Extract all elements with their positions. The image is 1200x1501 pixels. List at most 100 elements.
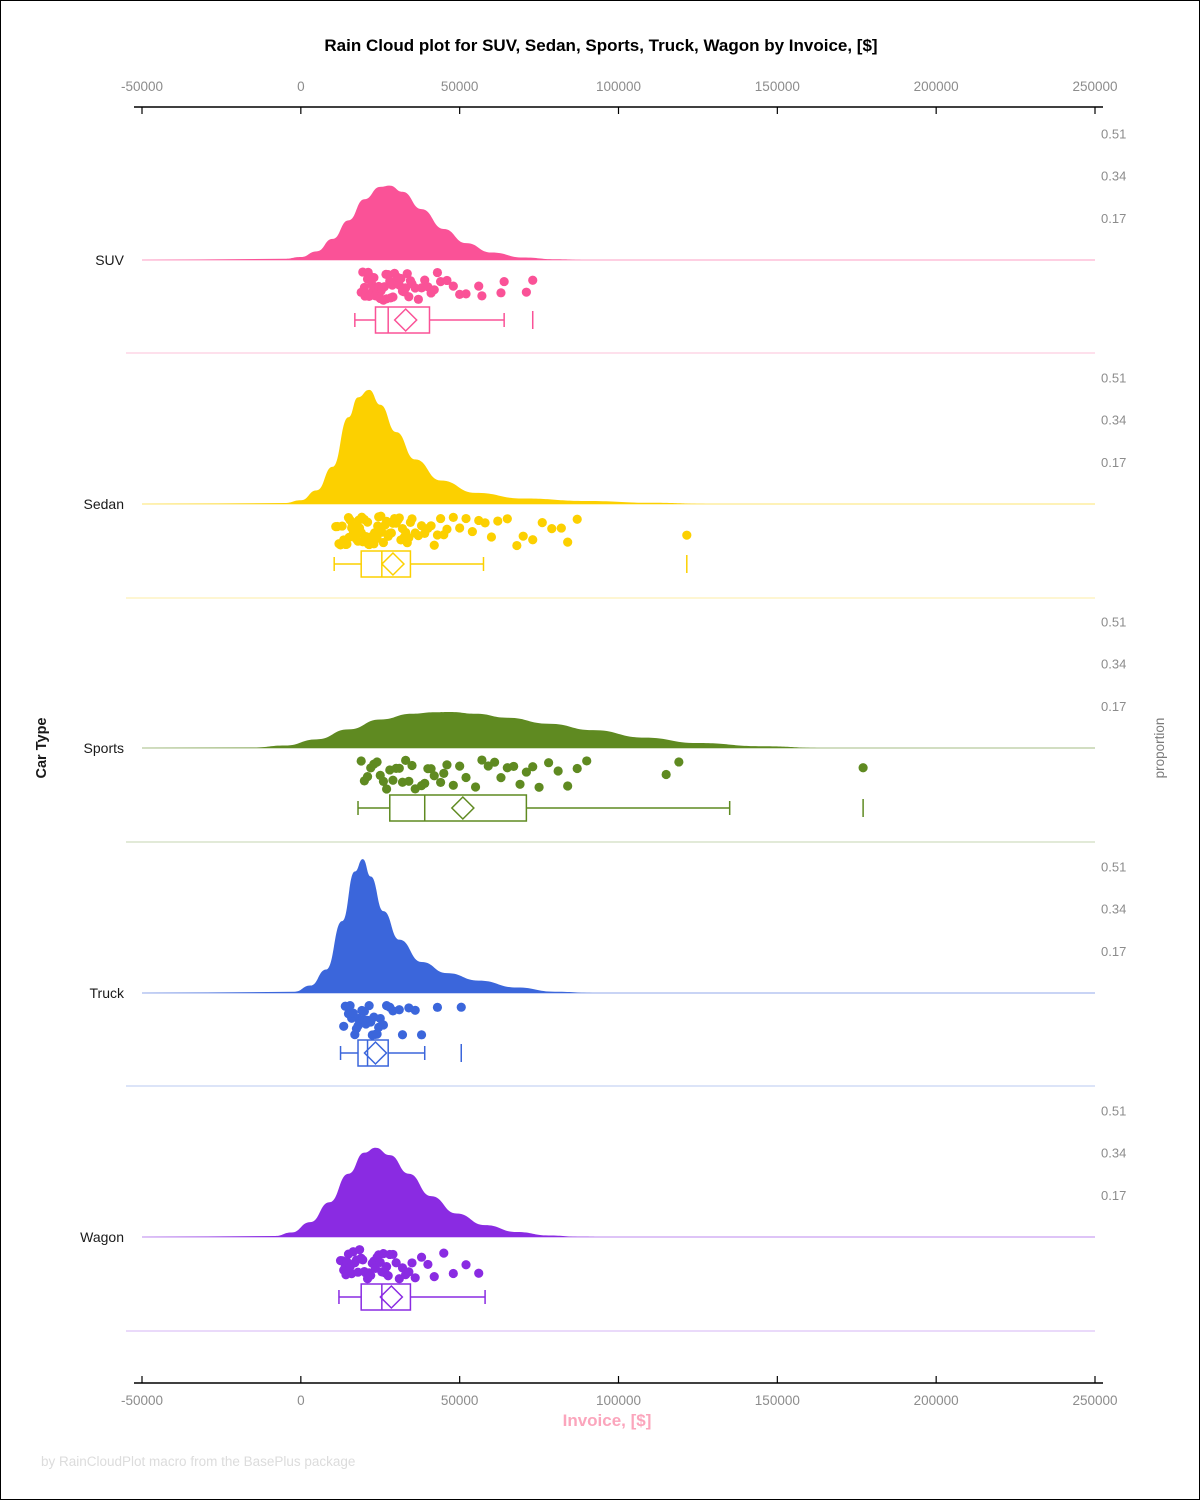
x-axis-top: -50000 0 50000 100000 150000 200000 250000 [121,79,1118,114]
rain-dot [410,1005,420,1015]
rain-dot [404,1267,414,1277]
box-plot [357,794,864,822]
rain-dot [388,1249,398,1260]
rain-dot [432,1002,443,1012]
rain-dot [404,292,414,302]
density-cloud [142,712,1095,748]
rain-dot [461,772,471,783]
x-tick-label: 250000 [1072,1393,1117,1408]
rain-dot [448,780,458,790]
rain-dot [382,784,392,794]
rain-dot [356,756,366,766]
rain-dot [401,755,411,765]
rain-dot [661,769,671,780]
rain-dot [429,771,439,781]
mean-diamond [393,307,418,333]
rain-dot [378,776,389,786]
rain-dot [467,526,477,537]
mean-diamond [379,1284,404,1310]
proportion-tick-label: 0.51 [1101,860,1126,875]
proportion-tick-label: 0.34 [1101,169,1126,184]
density-cloud [142,859,1095,993]
rain-dot [572,763,582,774]
rain-dot [496,288,506,298]
proportion-tick-label: 0.17 [1101,211,1126,226]
rain-dot [582,756,592,766]
rain-dot [388,292,398,302]
rain-dot [383,1271,393,1281]
rain-dot [407,514,417,524]
rain-dot [461,289,471,299]
x-tick-label: 0 [297,79,305,94]
rain-dot [429,540,439,550]
rain-dot [477,755,487,765]
rain-dot [396,273,406,284]
rain-dot [386,528,396,538]
mean-diamond [450,795,475,821]
rain-dot [391,1258,401,1268]
x-tick-label: 100000 [596,1393,641,1408]
rain-dot [432,267,443,278]
proportion-tick-label: 0.17 [1101,699,1126,714]
box-plot [338,1283,486,1311]
rain-dot [410,1273,420,1283]
rain-dot [474,1268,484,1278]
rain-dot [404,533,414,543]
rain-dot [382,1262,392,1272]
rain-dot [364,1001,374,1011]
rain-dot [423,1259,433,1270]
rain-dot [521,287,531,297]
raincloud-group-wagon: Wagon 0.17 0.34 0.51 [80,1104,1126,1332]
rain-dot [397,1030,408,1040]
x-tick-label: -50000 [121,79,163,94]
rain-dot [461,1260,471,1270]
rain-dot [404,776,414,786]
rain-dot [486,532,497,542]
rain-dot [470,782,481,792]
rain-dot [518,531,528,541]
rain-dot [572,514,582,524]
rain-dot [448,1268,458,1279]
box-plot [354,306,534,334]
rain-dot [394,1005,404,1015]
box-iqr [360,550,412,578]
rain-dot [528,275,538,285]
rain-dot [426,764,436,774]
rain-dot [416,1252,427,1262]
page-title: Rain Cloud plot for SUV, Sedan, Sports, … [324,36,877,55]
rain-dot [407,760,417,771]
rain-dot [345,1001,355,1011]
proportion-tick-label: 0.34 [1101,413,1126,428]
rain-dot [358,1255,368,1265]
raincloud-group-truck: Truck 0.17 0.34 0.51 [90,859,1126,1087]
footer-note: by RainCloudPlot macro from the BasePlus… [41,1454,355,1469]
rain-dot [355,1245,365,1255]
rain-dot [456,1002,466,1012]
rain-dot [553,766,563,776]
rain-dot [496,773,506,783]
rain-dot [426,521,436,531]
rain-dot [436,777,446,788]
rain-dot [455,761,465,771]
category-label-sedan: Sedan [84,496,124,512]
rain-dot [502,514,512,524]
rain-dot [528,762,538,772]
rain-dot [429,285,439,295]
raincloud-group-suv: SUV 0.17 0.34 0.51 [95,127,1126,354]
proportion-tick-label: 0.51 [1101,371,1126,386]
rain-dot [490,757,500,767]
x-tick-label: 100000 [596,79,641,94]
proportion-tick-label: 0.17 [1101,944,1126,959]
rain-dot [461,513,471,524]
rain-dot [515,779,525,789]
rain-dot [547,524,557,534]
rain-dot [378,1020,389,1030]
x-tick-label: 150000 [755,1393,800,1408]
rain-dot [509,761,519,772]
x-tick-label: 0 [297,1393,305,1408]
rain-dot [402,269,412,279]
rain-dot [366,1270,376,1280]
rain-dot [858,763,868,773]
density-cloud [142,1147,1095,1237]
